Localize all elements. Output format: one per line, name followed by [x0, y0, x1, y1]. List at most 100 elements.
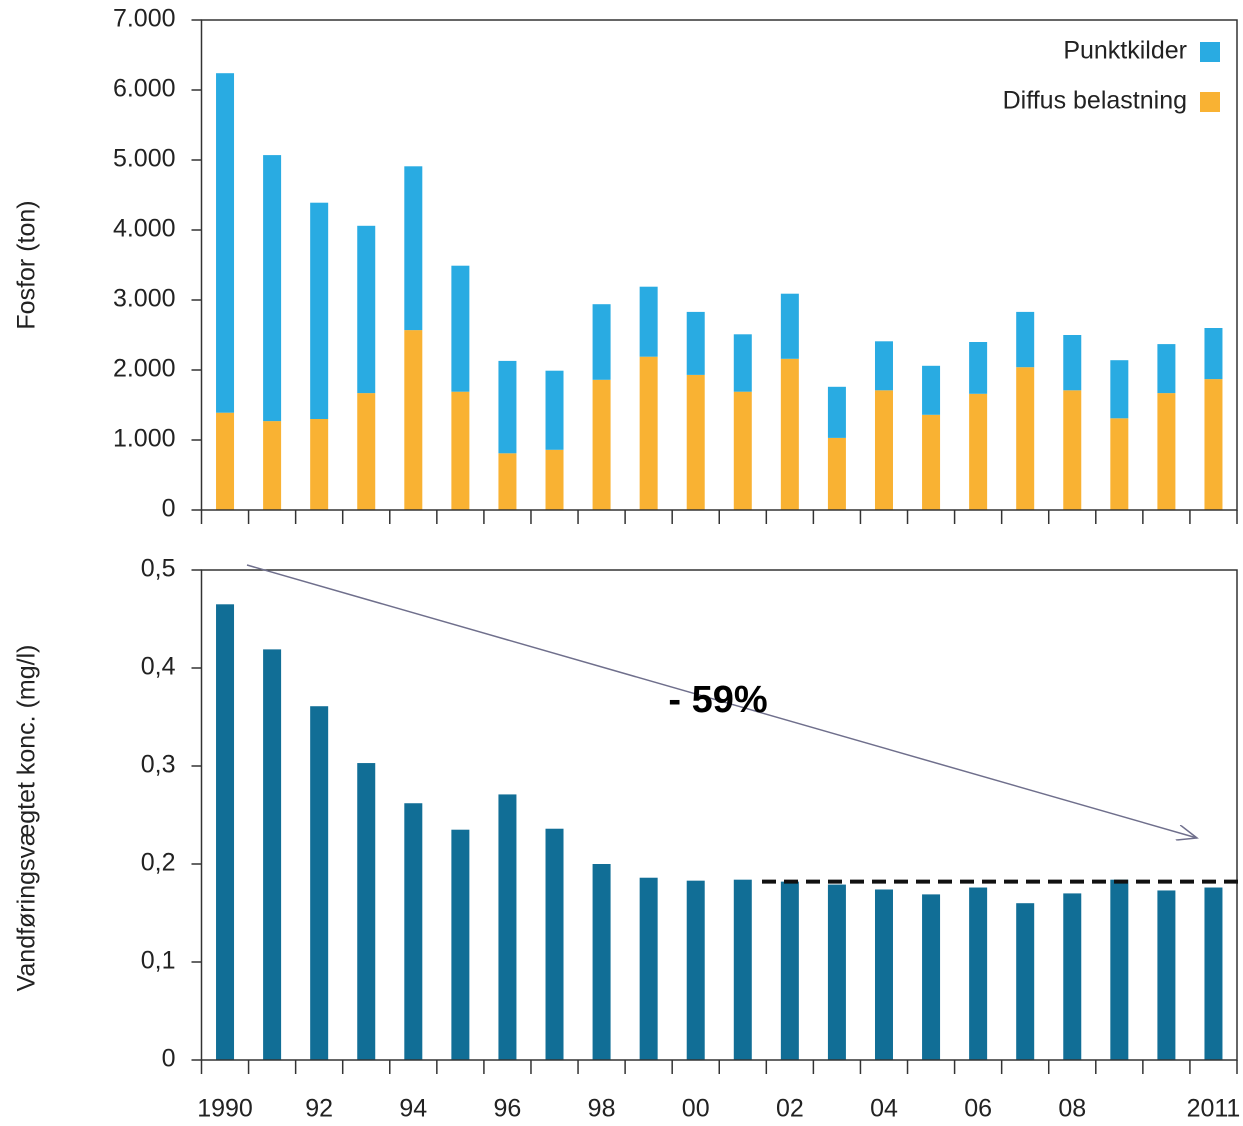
bar — [498, 453, 517, 510]
bar — [1063, 390, 1082, 510]
bar — [1110, 418, 1129, 510]
bar — [969, 887, 988, 1060]
bar — [1157, 393, 1176, 510]
y-tick-label: 0 — [162, 1045, 176, 1073]
bar — [969, 393, 988, 510]
bar — [498, 794, 517, 1060]
bar — [969, 342, 988, 394]
bar — [310, 706, 329, 1060]
bar — [1063, 335, 1082, 391]
bar — [1016, 311, 1035, 368]
bar — [686, 311, 705, 375]
y-axis-label: Vandføringsvægtet konc. (mg/l) — [13, 645, 41, 992]
bar — [922, 365, 941, 415]
y-tick-label: 1.000 — [113, 425, 176, 453]
bar — [1157, 344, 1176, 394]
trend-arrow — [246, 564, 1197, 838]
y-axis-label: Fosfor (ton) — [13, 200, 41, 329]
y-tick-label: 0,5 — [141, 555, 176, 583]
bar — [216, 73, 235, 413]
bar — [357, 393, 376, 510]
bar — [404, 166, 423, 331]
bar — [1157, 890, 1176, 1060]
bar — [216, 604, 235, 1060]
x-tick-label: 98 — [588, 1095, 616, 1123]
legend-swatch — [1200, 92, 1220, 112]
legend-label: Diffus belastning — [1003, 87, 1187, 115]
y-tick-label: 3.000 — [113, 285, 176, 313]
bar — [639, 286, 658, 357]
bar — [263, 649, 282, 1060]
y-tick-label: 4.000 — [113, 215, 176, 243]
x-tick-label: 96 — [494, 1095, 522, 1123]
bar — [827, 386, 846, 438]
y-tick-label: 5.000 — [113, 145, 176, 173]
x-tick-label: 02 — [776, 1095, 804, 1123]
y-tick-label: 0 — [162, 495, 176, 523]
bar — [733, 879, 752, 1060]
bar — [404, 330, 423, 510]
x-tick-label: 04 — [870, 1095, 898, 1123]
y-tick-label: 0,1 — [141, 947, 176, 975]
plot-frame — [200, 569, 1238, 1061]
bar — [545, 449, 564, 510]
bar — [451, 265, 470, 392]
bar — [1204, 328, 1223, 380]
y-tick-label: 0,2 — [141, 849, 176, 877]
bar — [827, 884, 846, 1060]
bar — [733, 391, 752, 510]
bar — [874, 341, 893, 391]
y-tick-label: 2.000 — [113, 355, 176, 383]
bar — [922, 894, 941, 1060]
bar — [874, 889, 893, 1060]
y-tick-label: 0,3 — [141, 751, 176, 779]
bar — [780, 358, 799, 510]
bar — [639, 356, 658, 510]
bar — [639, 877, 658, 1060]
x-tick-label: 94 — [399, 1095, 427, 1123]
bar — [1204, 887, 1223, 1060]
y-tick-label: 6.000 — [113, 75, 176, 103]
bar — [733, 334, 752, 392]
bar — [1016, 367, 1035, 510]
x-tick-label: 92 — [305, 1095, 333, 1123]
bar — [451, 829, 470, 1060]
bar — [216, 412, 235, 510]
x-tick-label: 00 — [682, 1095, 710, 1123]
bar — [263, 155, 282, 422]
bar — [545, 370, 564, 450]
bar — [1204, 379, 1223, 510]
bar — [451, 391, 470, 510]
bar — [357, 763, 376, 1060]
bar — [545, 828, 564, 1060]
bar — [357, 225, 376, 394]
bar — [922, 414, 941, 510]
x-tick-label: 2011 — [1187, 1095, 1241, 1123]
bar — [1110, 360, 1129, 419]
bar — [310, 419, 329, 510]
bar — [498, 360, 517, 454]
bar — [686, 880, 705, 1060]
bar — [780, 293, 799, 359]
bar — [592, 304, 611, 380]
bar — [592, 864, 611, 1060]
bar — [310, 202, 329, 419]
bar — [1110, 879, 1129, 1060]
bar — [874, 390, 893, 510]
y-tick-label: 0,4 — [141, 653, 176, 681]
bar — [1063, 893, 1082, 1060]
x-tick-label: 08 — [1058, 1095, 1086, 1123]
x-tick-label: 06 — [964, 1095, 992, 1123]
bar — [827, 437, 846, 510]
legend-swatch — [1200, 42, 1220, 62]
legend-label: Punktkilder — [1063, 37, 1187, 65]
bar — [592, 379, 611, 510]
bar — [780, 881, 799, 1060]
bar — [1016, 903, 1035, 1060]
bar — [404, 803, 423, 1060]
bar — [263, 421, 282, 510]
bar — [686, 374, 705, 510]
y-tick-label: 7.000 — [113, 5, 176, 33]
annotation: - 59% — [668, 679, 767, 721]
